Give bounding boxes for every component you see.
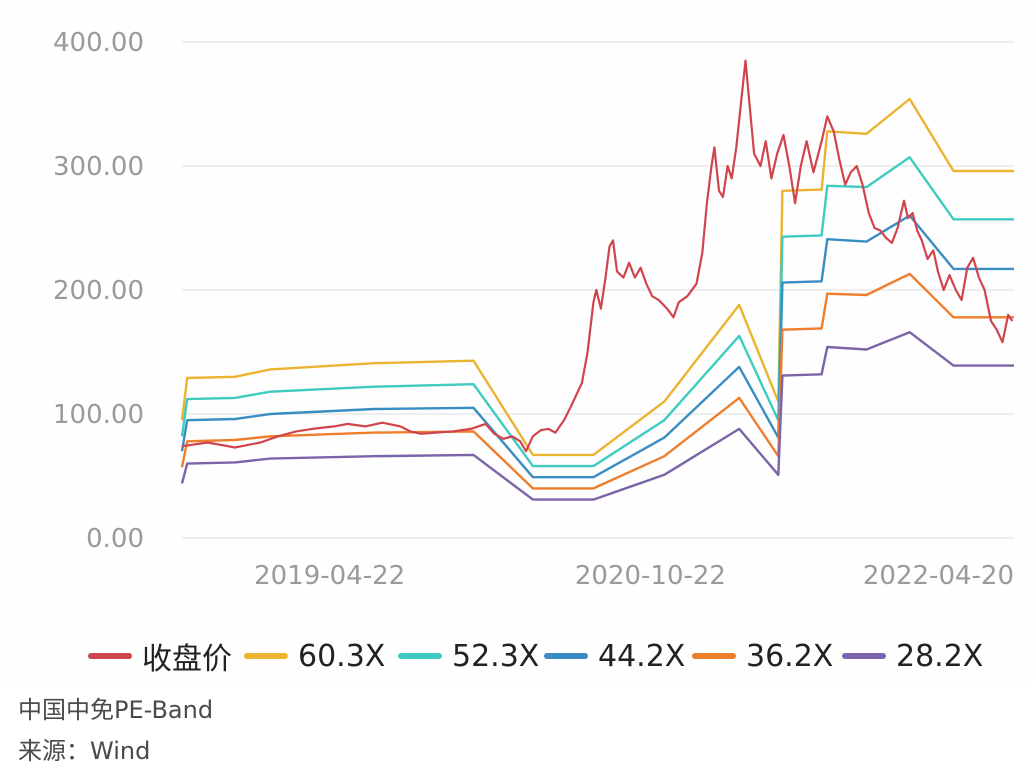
x-axis-tick-labels: 2019-04-22 2020-10-22 2022-04-20: [254, 561, 1014, 591]
legend-label: 52.3X: [452, 638, 540, 674]
series-line-pe-band-1: [180, 97, 1014, 457]
y-tick-label: 300.00: [53, 152, 144, 182]
legend-swatch: [692, 653, 736, 659]
legend-item[interactable]: 收盘价: [88, 638, 232, 677]
legend-swatch: [544, 653, 588, 659]
y-tick-label: 100.00: [53, 400, 144, 430]
series-line-pe-band-5: [180, 331, 1014, 501]
legend-label: 收盘价: [142, 642, 232, 677]
x-tick-label: 2020-10-22: [575, 561, 726, 591]
legend-swatch: [398, 653, 442, 659]
x-tick-label: 2019-04-22: [254, 561, 405, 591]
legend-item[interactable]: 28.2X: [842, 638, 983, 674]
series-lines: [180, 59, 1014, 501]
chart-caption-title: 中国中免PE-Band: [18, 696, 214, 724]
legend-item[interactable]: 44.2X: [544, 638, 685, 674]
series-line-pe-band-3: [180, 214, 1014, 479]
legend-item[interactable]: 52.3X: [398, 638, 539, 674]
legend-swatch: [244, 653, 288, 659]
legend-label: 44.2X: [598, 638, 686, 674]
y-tick-label: 200.00: [53, 276, 144, 306]
legend-item[interactable]: 36.2X: [692, 638, 833, 674]
series-line-pe-band-4: [180, 272, 1014, 490]
y-tick-label: 0.00: [86, 524, 144, 554]
legend-item[interactable]: 60.3X: [244, 638, 385, 674]
legend-label: 28.2X: [896, 638, 984, 674]
chart-caption-source: 来源：Wind: [18, 737, 151, 765]
legend-label: 60.3X: [298, 638, 386, 674]
x-tick-label: 2022-04-20: [863, 561, 1014, 591]
y-tick-label: 400.00: [53, 28, 144, 58]
series-line-pe-band-2: [180, 156, 1014, 468]
legend-swatch: [842, 653, 886, 659]
legend-swatch: [88, 653, 132, 659]
series-line-close-price: [181, 59, 1014, 453]
legend-label: 36.2X: [746, 638, 834, 674]
y-axis-tick-labels: 0.00 100.00 200.00 300.00 400.00: [53, 28, 144, 554]
grid-lines: [182, 41, 1014, 539]
chart-legend: 收盘价 60.3X 52.3X 44.2X 36.2X 28.2X: [0, 628, 1034, 684]
